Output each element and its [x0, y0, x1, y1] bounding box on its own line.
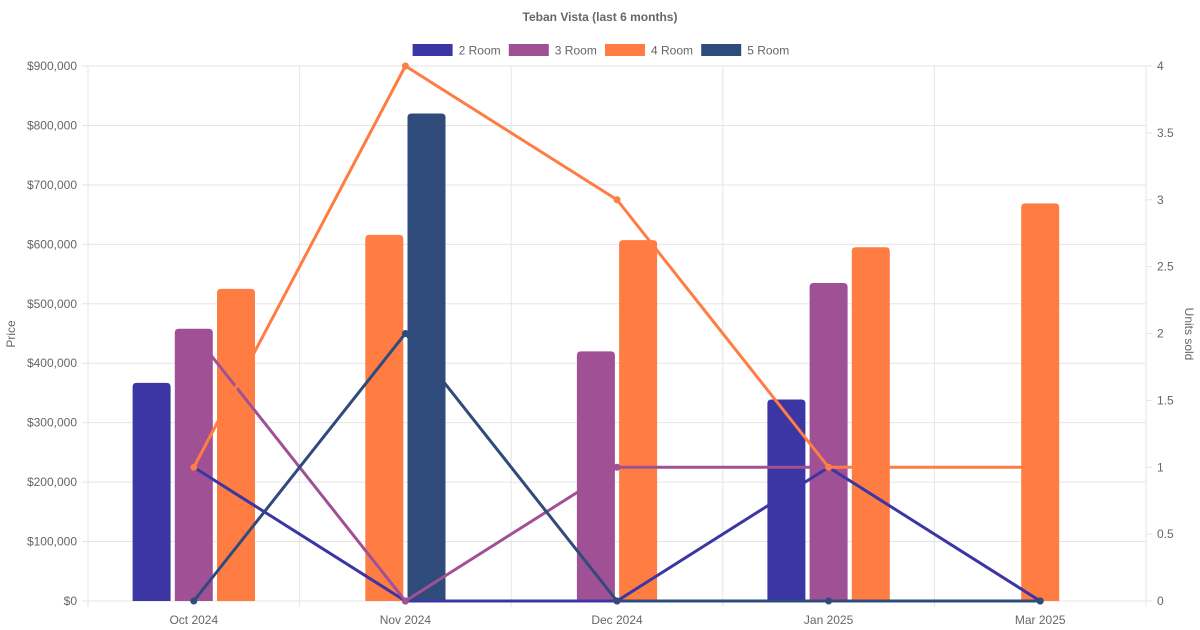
bar-2-room — [767, 399, 806, 601]
point-4-room — [825, 463, 833, 471]
y-right-tick-label: 2.5 — [1157, 260, 1174, 274]
y-left-tick-label: $200,000 — [27, 475, 77, 489]
y-left-tick-label: $0 — [64, 594, 78, 608]
bars — [132, 113, 1060, 602]
legend-label-4-room: 4 Room — [651, 44, 693, 58]
point-3-room — [401, 597, 409, 605]
y-left-tick-label: $300,000 — [27, 416, 77, 430]
y-left-tick-label: $400,000 — [27, 356, 77, 370]
point-4-room — [613, 196, 621, 204]
point-4-room — [190, 463, 198, 471]
point-5-room — [1036, 597, 1044, 605]
y-left-tick-label: $700,000 — [27, 178, 77, 192]
bar-4-room — [1021, 203, 1060, 602]
x-tick-label: Jan 2025 — [804, 613, 854, 627]
bar-3-room — [576, 351, 615, 601]
axes: $0 $100,000 $200,000 $300,000 $400,000 $500,0… — [27, 59, 1174, 627]
y-right-tick-label: 0.5 — [1157, 527, 1174, 541]
bar-4-room — [365, 234, 404, 602]
legend: 2 Room 3 Room 4 Room 5 Room — [412, 44, 789, 58]
y-left-tick-label: $500,000 — [27, 297, 77, 311]
point-5-room — [613, 597, 621, 605]
y-right-tick-label: 3.5 — [1157, 126, 1174, 140]
point-4-room — [1036, 463, 1044, 471]
legend-label-2-room: 2 Room — [459, 44, 501, 58]
bar-3-room — [809, 282, 848, 601]
y-right-tick-label: 1 — [1157, 460, 1164, 474]
legend-label-3-room: 3 Room — [555, 44, 597, 58]
line-4-room — [192, 64, 1041, 469]
bar-5-room — [407, 113, 446, 602]
legend-swatch-2-room — [412, 44, 453, 56]
bar-4-room — [619, 240, 658, 601]
legend-swatch-5-room — [701, 44, 742, 56]
y-left-tick-label: $900,000 — [27, 59, 77, 73]
x-tick-label: Oct 2024 — [169, 613, 218, 627]
bar-2-room — [132, 382, 171, 601]
y-left-tick-label: $800,000 — [27, 118, 77, 132]
chart-title: Teban Vista (last 6 months) — [523, 10, 678, 24]
point-3-room — [190, 330, 198, 337]
y-left-tick-label: $600,000 — [27, 237, 77, 251]
y-left-axis-title: Price — [4, 320, 18, 348]
gridlines — [82, 65, 1152, 607]
y-right-axis-title: Units sold — [1182, 308, 1196, 361]
point-4-room — [401, 62, 409, 70]
bar-4-room — [217, 288, 255, 601]
point-5-room — [825, 597, 833, 605]
x-tick-label: Dec 2024 — [591, 613, 643, 627]
legend-swatch-3-room — [508, 44, 549, 56]
x-tick-label: Mar 2025 — [1015, 613, 1066, 627]
line-2-room — [192, 465, 1042, 603]
y-left-tick-label: $100,000 — [27, 535, 77, 549]
point-5-room — [401, 330, 409, 337]
y-right-tick-label: 4 — [1157, 59, 1164, 73]
y-right-tick-label: 0 — [1157, 594, 1164, 608]
bar-4-room — [851, 247, 890, 602]
y-right-tick-label: 3 — [1157, 193, 1164, 207]
legend-swatch-4-room — [605, 44, 645, 56]
x-tick-label: Nov 2024 — [380, 613, 432, 627]
point-3-room — [613, 463, 621, 471]
y-right-tick-label: 1.5 — [1157, 393, 1174, 407]
y-right-tick-label: 2 — [1157, 327, 1164, 341]
unit-lines — [190, 62, 1044, 605]
point-5-room — [190, 597, 198, 605]
legend-label-5-room: 5 Room — [747, 44, 789, 58]
